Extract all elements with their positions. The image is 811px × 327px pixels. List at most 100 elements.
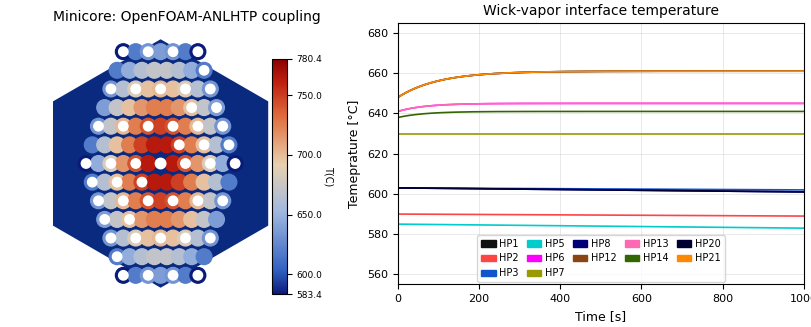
HP8 xyxy=(587,188,597,192)
Circle shape xyxy=(196,100,212,115)
Circle shape xyxy=(171,212,187,227)
HP21 xyxy=(788,69,798,73)
Circle shape xyxy=(140,156,156,171)
HP5 xyxy=(798,226,808,230)
HP2 xyxy=(634,213,644,217)
HP3 xyxy=(585,187,594,191)
HP20 xyxy=(587,188,597,192)
Line: HP2: HP2 xyxy=(397,214,803,216)
HP13 xyxy=(587,101,597,105)
HP12 xyxy=(393,95,402,99)
HP7 xyxy=(725,131,735,135)
Circle shape xyxy=(190,156,205,171)
Circle shape xyxy=(217,122,227,131)
Circle shape xyxy=(202,193,218,209)
HP1 xyxy=(585,69,594,73)
Circle shape xyxy=(193,271,202,280)
Circle shape xyxy=(152,230,168,246)
Circle shape xyxy=(196,249,212,265)
Line: HP3: HP3 xyxy=(397,188,803,190)
HP5 xyxy=(634,225,644,229)
Circle shape xyxy=(146,212,162,227)
Circle shape xyxy=(193,196,202,205)
Circle shape xyxy=(144,47,152,56)
HP13 xyxy=(612,101,622,105)
Polygon shape xyxy=(53,39,268,288)
HP8 xyxy=(634,188,644,192)
Circle shape xyxy=(181,84,190,94)
Circle shape xyxy=(103,118,118,134)
HP6 xyxy=(634,101,644,105)
HP6 xyxy=(612,101,622,105)
Circle shape xyxy=(146,174,162,190)
Circle shape xyxy=(109,212,125,227)
Circle shape xyxy=(165,230,181,246)
Circle shape xyxy=(178,44,193,60)
Circle shape xyxy=(224,140,234,149)
HP21 xyxy=(585,69,594,73)
Circle shape xyxy=(122,212,137,227)
Text: Minicore: OpenFOAM-ANLHTP coupling: Minicore: OpenFOAM-ANLHTP coupling xyxy=(53,10,320,24)
HP14 xyxy=(393,115,402,119)
Circle shape xyxy=(165,44,181,60)
Circle shape xyxy=(112,252,122,261)
Circle shape xyxy=(91,118,106,134)
HP21 xyxy=(612,69,622,73)
Circle shape xyxy=(152,267,168,283)
Circle shape xyxy=(183,62,200,78)
Circle shape xyxy=(128,230,144,246)
Circle shape xyxy=(190,118,205,134)
Circle shape xyxy=(93,196,103,205)
Circle shape xyxy=(208,174,224,190)
Circle shape xyxy=(159,174,174,190)
Circle shape xyxy=(202,118,218,134)
Circle shape xyxy=(115,230,131,246)
Circle shape xyxy=(84,174,100,190)
Circle shape xyxy=(171,137,187,153)
Circle shape xyxy=(227,156,242,171)
HP3 xyxy=(393,186,402,190)
HP21 xyxy=(634,69,644,73)
HP2 xyxy=(788,214,798,218)
Circle shape xyxy=(118,196,128,205)
Circle shape xyxy=(103,81,118,97)
HP12 xyxy=(612,69,622,73)
Circle shape xyxy=(115,193,131,209)
HP5 xyxy=(585,224,594,228)
Circle shape xyxy=(190,267,205,283)
Circle shape xyxy=(190,44,205,60)
Circle shape xyxy=(146,62,162,78)
Circle shape xyxy=(165,193,181,209)
Circle shape xyxy=(178,193,193,209)
HP2 xyxy=(798,214,808,218)
Circle shape xyxy=(196,137,212,153)
Circle shape xyxy=(202,156,218,171)
Circle shape xyxy=(159,212,174,227)
Circle shape xyxy=(128,156,144,171)
Circle shape xyxy=(97,212,113,227)
Line: HP8: HP8 xyxy=(397,188,803,192)
Circle shape xyxy=(217,196,227,205)
Circle shape xyxy=(131,159,140,168)
HP14 xyxy=(725,110,735,113)
Circle shape xyxy=(171,249,187,265)
HP2 xyxy=(725,214,735,218)
Circle shape xyxy=(183,137,200,153)
Circle shape xyxy=(159,249,174,265)
Circle shape xyxy=(146,100,162,115)
Circle shape xyxy=(140,81,156,97)
Circle shape xyxy=(165,118,181,134)
Circle shape xyxy=(128,44,144,60)
Circle shape xyxy=(215,193,230,209)
Circle shape xyxy=(168,47,178,56)
Circle shape xyxy=(171,62,187,78)
HP8 xyxy=(612,188,622,192)
Y-axis label: T(C): T(C) xyxy=(323,166,333,187)
Circle shape xyxy=(128,118,144,134)
Circle shape xyxy=(131,84,140,94)
HP3 xyxy=(587,187,597,191)
Circle shape xyxy=(171,174,187,190)
Circle shape xyxy=(140,230,156,246)
HP5 xyxy=(587,224,597,228)
Circle shape xyxy=(115,44,131,60)
